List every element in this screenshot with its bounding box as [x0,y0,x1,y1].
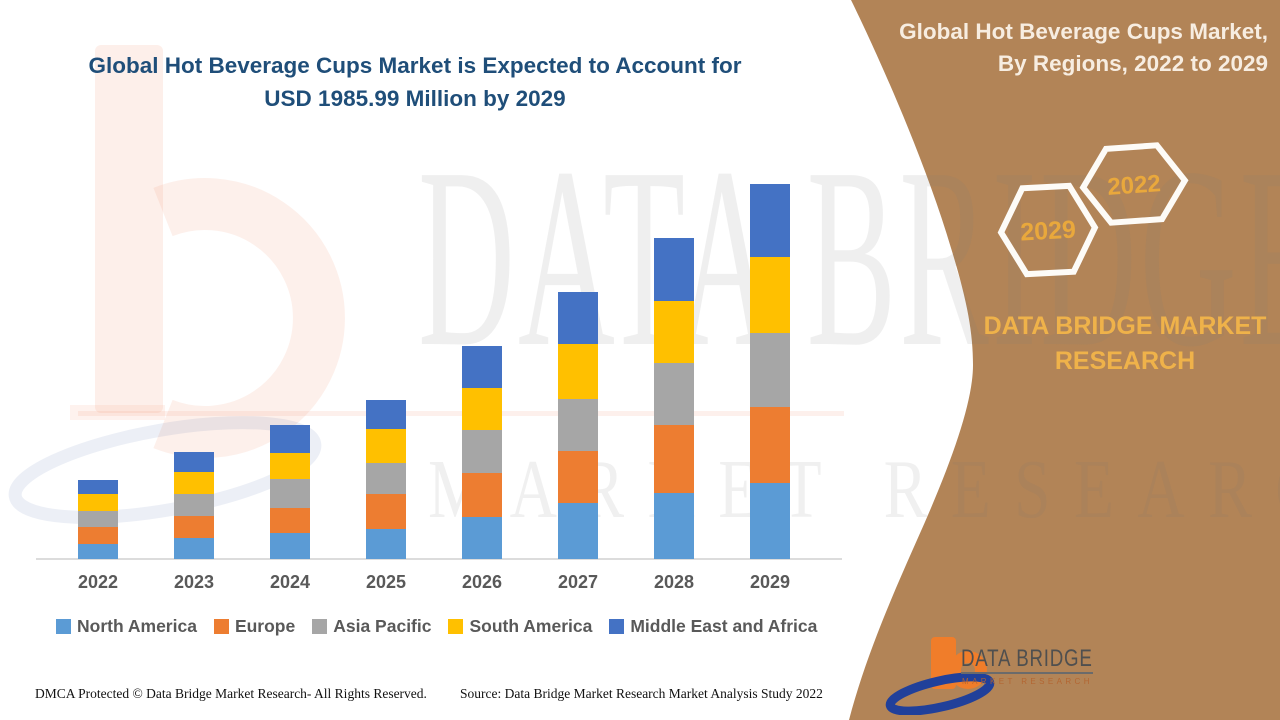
legend-swatch-icon [448,619,464,634]
x-axis-label-2029: 2029 [749,572,791,592]
bar-segment-2027-north-america [558,503,598,559]
brand-text-line1: DATA BRIDGE MARKET [983,312,1267,340]
bar-segment-2027-asia-pacific [558,398,598,451]
bar-segment-2025-north-america [366,528,406,559]
bar-segment-2029-south-america [750,257,790,334]
x-axis-label-2025: 2025 [365,572,407,592]
logo-wordmark: DATA BRIDGE [961,645,1093,672]
panel-title-line1: Global Hot Beverage Cups Market, [899,19,1268,44]
bar-segment-2027-europe [558,450,598,504]
x-axis-labels: 2022 2023 2024 2025 2026 2027 2028 2029 [78,572,790,593]
x-axis-label-2023: 2023 [173,572,215,592]
bar-segment-2026-europe [462,473,502,517]
bar-segment-2022-europe [78,527,118,545]
bar-segment-2026-asia-pacific [462,430,502,474]
bar-segment-2023-south-america [174,472,214,495]
legend-swatch-icon [609,619,625,634]
x-axis-label-2026: 2026 [461,572,503,592]
brand-text: DATA BRIDGE MARKET RESEARCH [965,309,1280,379]
stacked-bar-chart [78,184,790,559]
bar-segment-2029-middle-east-and-africa [750,184,790,258]
footer-source-text: Source: Data Bridge Market Research Mark… [460,686,823,701]
legend-label: North America [77,616,197,636]
bar-segment-2022-middle-east-and-africa [78,480,118,494]
bar-segment-2025-middle-east-and-africa [366,399,406,430]
bar-segment-2022-north-america [78,544,118,559]
bar-segment-2026-north-america [462,516,502,559]
bar-segment-2028-north-america [654,492,694,559]
legend-swatch-icon [56,619,71,634]
bar-segment-2023-middle-east-and-africa [174,452,214,473]
legend-label: Middle East and Africa [630,616,818,636]
legend-item-north-america: North America [56,616,197,637]
bar-segment-2023-europe [174,515,214,539]
bar-2024 [270,424,310,559]
bar-segment-2029-europe [750,407,790,483]
bar-segment-2027-south-america [558,343,598,399]
x-axis-label-2024: 2024 [269,572,311,592]
chart-title: Global Hot Beverage Cups Market is Expec… [40,49,790,115]
bar-segment-2024-north-america [270,533,310,559]
x-axis-line [36,558,842,560]
bar-2028 [654,238,694,559]
bar-2025 [366,399,406,559]
bar-segment-2028-south-america [654,300,694,363]
legend-label: Europe [234,616,296,636]
watermark-pink-line [78,411,844,416]
brand-text-line2: RESEARCH [1054,347,1196,375]
x-axis-label-2027: 2027 [557,572,599,592]
bar-segment-2029-asia-pacific [750,333,790,408]
bar-2027 [558,292,598,559]
chart-legend: North America Europe Asia Pacific South Ame… [56,616,817,637]
bar-segment-2023-asia-pacific [174,494,214,516]
bar-segment-2022-asia-pacific [78,510,118,528]
bar-segment-2023-north-america [174,538,214,559]
bar-segment-2025-europe [366,494,406,529]
bar-segment-2029-north-america [750,482,790,559]
logo-subtext: MARKET RESEARCH [962,677,1093,686]
chart-title-line1: Global Hot Beverage Cups Market is Expec… [88,53,742,78]
legend-item-europe: Europe [213,616,296,637]
bar-segment-2026-south-america [462,388,502,431]
bar-segment-2028-middle-east-and-africa [654,238,694,301]
bar-2026 [462,345,502,559]
bar-segment-2024-middle-east-and-africa [270,424,310,453]
bar-segment-2026-middle-east-and-africa [462,345,502,389]
legend-label: Asia Pacific [333,616,432,636]
bar-segment-2024-europe [270,508,310,534]
bar-segment-2022-south-america [78,493,118,511]
bar-segment-2028-europe [654,424,694,493]
x-axis-label-2028: 2028 [653,572,695,592]
x-axis-label-2022: 2022 [77,572,119,592]
chart-title-line2: USD 1985.99 Million by 2029 [264,86,566,111]
bar-segment-2025-south-america [366,429,406,464]
legend-swatch-icon [312,619,328,634]
footer-dmca-text: DMCA Protected © Data Bridge Market Rese… [35,686,427,701]
legend-item-south-america: South America [448,616,592,637]
dbmr-logo-icon [885,637,995,715]
bar-segment-2025-asia-pacific [366,463,406,495]
logo-underline [961,672,1093,674]
panel-title: Global Hot Beverage Cups Market, By Regi… [838,16,1268,80]
bar-segment-2028-asia-pacific [654,362,694,425]
bar-segment-2024-south-america [270,452,310,480]
bar-2022 [78,480,118,559]
legend-swatch-icon [213,619,229,634]
bar-segment-2027-middle-east-and-africa [558,292,598,344]
legend-label: South America [469,616,593,636]
legend-item-asia-pacific: Asia Pacific [312,616,431,637]
legend-item-middle-east-and-africa: Middle East and Africa [609,616,817,637]
panel-title-line2: By Regions, 2022 to 2029 [997,51,1268,76]
bar-2029 [750,184,790,559]
bar-2023 [174,452,214,559]
bar-segment-2024-asia-pacific [270,479,310,509]
